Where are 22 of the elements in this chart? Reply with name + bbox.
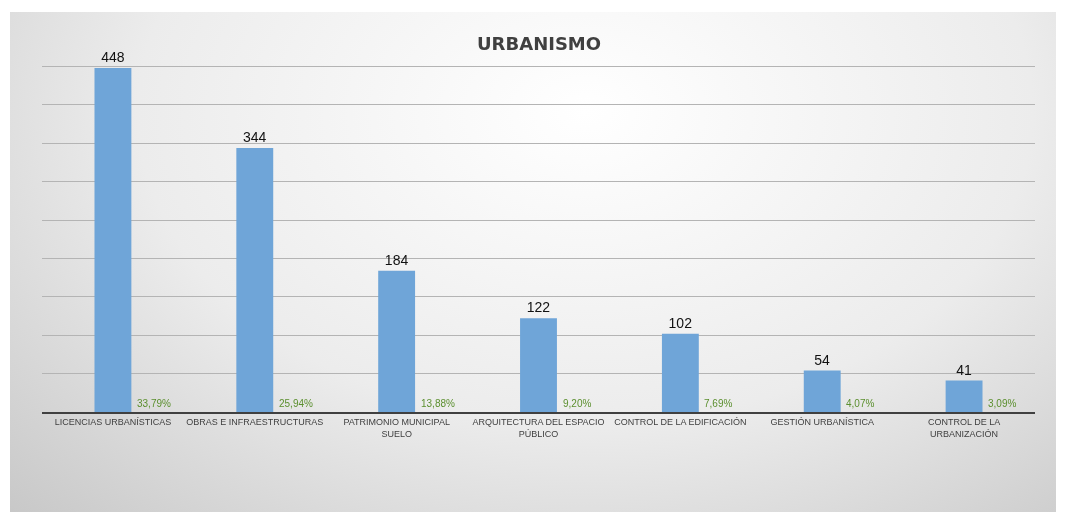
x-tick-label: CONTROL DE LA URBANIZACIÓN bbox=[927, 416, 1001, 439]
data-label: 448 bbox=[101, 49, 125, 66]
annotation: 33,79% bbox=[137, 398, 172, 409]
annotation: 13,88% bbox=[421, 398, 456, 409]
data-label: 102 bbox=[668, 314, 693, 331]
x-tick-label: LICENCIAS URBANÍSTICAS bbox=[54, 416, 172, 427]
annotation: 7,69% bbox=[704, 398, 733, 409]
data-label: 54 bbox=[814, 351, 831, 368]
annotation: 3,09% bbox=[988, 398, 1017, 409]
data-label: 184 bbox=[384, 251, 409, 268]
annotation: 25,94% bbox=[279, 398, 314, 409]
data-label: 41 bbox=[956, 361, 972, 378]
data-label: 344 bbox=[243, 128, 267, 145]
annotation: 9,20% bbox=[563, 398, 592, 409]
x-tick-label: ARQUITECTURA DEL ESPACIO PÚBLICO bbox=[472, 416, 605, 439]
data-label: 122 bbox=[526, 299, 551, 316]
x-tick-label: CONTROL DE LA EDIFICACIÓN bbox=[614, 416, 747, 427]
annotation: 4,07% bbox=[846, 398, 875, 409]
chart-title: URBANISMO bbox=[477, 33, 602, 54]
x-tick-label: PATRIMONIO MUNICIPAL SUELO bbox=[343, 416, 450, 439]
x-tick-label: GESTIÓN URBANÍSTICA bbox=[770, 416, 874, 427]
x-tick-label: OBRAS E INFRAESTRUCTURAS bbox=[186, 416, 324, 427]
